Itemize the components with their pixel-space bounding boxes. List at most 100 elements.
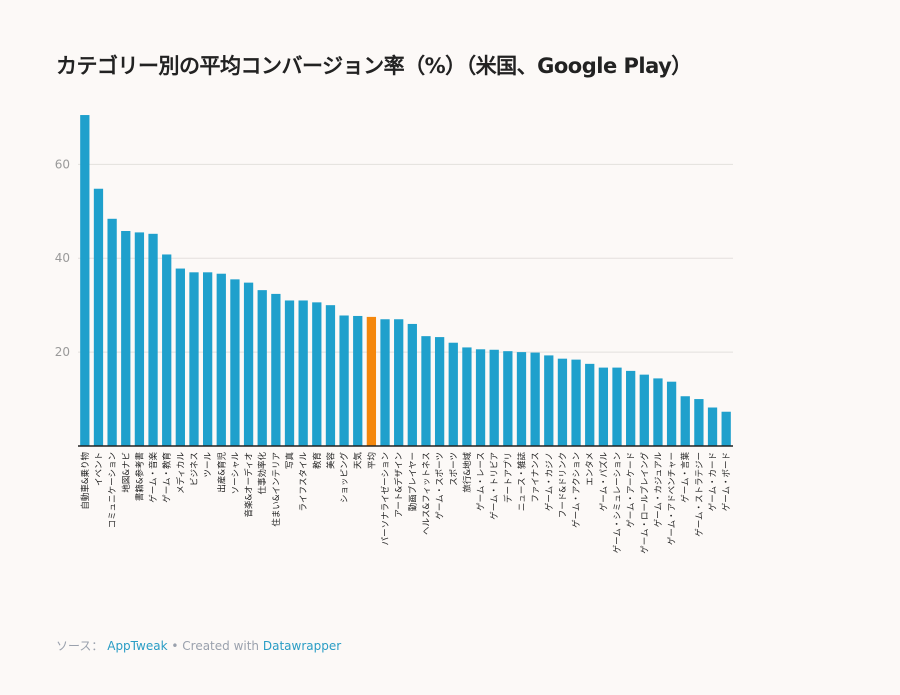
bar: [325, 305, 336, 446]
bar: [598, 367, 609, 446]
created-with: Created with: [182, 639, 260, 653]
x-tick-label: スポーツ: [449, 452, 459, 486]
x-tick-label: ゲーム・カジノ: [544, 452, 555, 511]
bar: [93, 188, 104, 447]
bar: [284, 300, 295, 446]
bar: [339, 315, 349, 446]
x-tick-label: ゲーム・レース: [476, 452, 487, 511]
bar: [707, 407, 718, 446]
x-tick-label: アート&デザイン: [394, 452, 405, 518]
bars: [80, 115, 731, 447]
bar: [721, 411, 731, 446]
bar: [298, 300, 308, 446]
x-tick-label: ゲーム・アドベンチャー: [667, 452, 678, 545]
source-prefix: ソース：: [56, 639, 104, 653]
x-tick-label: ゲーム・シミュレーション: [612, 452, 623, 553]
bar: [148, 233, 158, 446]
y-tick-label: 20: [55, 345, 70, 359]
bar: [653, 378, 663, 446]
x-tick-label: ゲーム・音楽: [148, 452, 159, 503]
x-tick-label: 写真: [285, 452, 296, 470]
bar: [462, 347, 472, 446]
x-tick-label: パーソナライゼーション: [380, 452, 391, 545]
x-tick-label: 美容: [325, 452, 336, 470]
x-tick-label: ゲーム・トリビア: [489, 452, 500, 520]
x-tick-label: ショッピング: [339, 452, 350, 504]
x-tick-label: 教育: [312, 452, 323, 469]
x-tick-label: ゲーム・カジュアル: [653, 452, 664, 528]
bar: [162, 254, 172, 446]
bar: [203, 272, 213, 446]
x-tick-label: ファイナンス: [531, 452, 541, 503]
bar: [407, 323, 417, 446]
x-tick-label: ゲーム・パズル: [598, 452, 609, 512]
bar-average: [366, 316, 377, 446]
bar: [353, 315, 363, 446]
bar: [666, 381, 677, 446]
x-tick-label: ゲーム・アクション: [571, 452, 582, 528]
x-tick-label: ゲーム・アーケード: [626, 452, 637, 528]
bar: [243, 282, 254, 446]
bar: [680, 396, 690, 446]
footer: ソース： AppTweak • Created with Datawrapper: [56, 637, 341, 654]
x-tick-label: ビジネス: [190, 452, 200, 486]
x-tick-label: 平均: [366, 452, 377, 469]
bar: [694, 399, 704, 446]
gridlines: 20 40 60: [55, 157, 733, 359]
x-tick-label: イベント: [94, 452, 104, 486]
bar: [434, 337, 445, 446]
bar: [612, 367, 622, 446]
x-tick-label: ゲーム・スポーツ: [435, 452, 446, 520]
x-tick-label: 地図&ナビ: [121, 452, 132, 493]
x-tick-label: 書籍&参考書: [134, 452, 145, 502]
x-tick-label: ゲーム・ボード: [721, 452, 732, 511]
x-tick-label: ツール: [204, 452, 214, 478]
bar: [475, 349, 486, 446]
bar: [271, 293, 281, 446]
x-tick-label: ゲーム・教育: [162, 452, 173, 503]
x-tick-label: ライフスタイル: [299, 452, 309, 512]
bar: [216, 273, 226, 446]
x-tick-label: エンタメ: [586, 452, 596, 486]
bar: [544, 355, 554, 446]
bar: [380, 319, 390, 446]
x-tick-label: 出産&育児: [216, 452, 227, 493]
bar: [503, 351, 513, 446]
x-tick-label: ソーシャル: [231, 452, 241, 495]
bar: [175, 268, 185, 446]
bar: [394, 319, 404, 446]
bar: [189, 272, 199, 446]
x-tick-label: ゲーム・ロールプレイング: [639, 452, 650, 554]
bar: [421, 336, 431, 446]
x-tick-label: ゲーム・カード: [708, 452, 719, 511]
bar: [257, 290, 267, 446]
x-tick-label: 仕事効率化: [257, 452, 268, 495]
x-tick-label: ゲーム・言葉: [680, 452, 691, 503]
x-tick-label: ニュース・雑誌: [516, 452, 527, 512]
x-tick-label: 動画プレイヤー: [407, 452, 418, 511]
bar: [585, 363, 595, 446]
bar: [80, 115, 90, 446]
datawrapper-link[interactable]: Datawrapper: [262, 639, 342, 653]
source-link[interactable]: AppTweak: [107, 639, 168, 653]
bar: [639, 374, 649, 446]
x-tick-label: 自動車&乗り物: [80, 452, 91, 510]
x-tick-label: 音楽&オーディオ: [244, 452, 255, 518]
bar: [312, 302, 322, 446]
x-tick-label: フード&ドリンク: [558, 452, 568, 518]
y-tick-label: 60: [55, 157, 70, 171]
category-labels: 自動車&乗り物 イベント コミュニケーション 地図&ナビ 書籍&参考書 ゲーム・音楽 ゲーム…: [80, 452, 732, 554]
x-tick-label: ヘルス&フィットネス: [422, 452, 432, 535]
separator: •: [171, 639, 179, 653]
chart-title: カテゴリー別の平均コンバージョン率（%）（米国、Google Play）: [56, 54, 692, 78]
bar: [626, 370, 636, 446]
x-tick-label: 住まい&インテリア: [271, 452, 282, 527]
bar: [557, 358, 568, 446]
y-tick-label: 40: [55, 251, 70, 265]
bar: [230, 279, 240, 446]
bar: [448, 342, 458, 446]
bar: [121, 230, 131, 446]
x-tick-label: ゲーム・ストラテジー: [694, 452, 705, 537]
x-tick-label: デートアプリ: [503, 452, 514, 503]
